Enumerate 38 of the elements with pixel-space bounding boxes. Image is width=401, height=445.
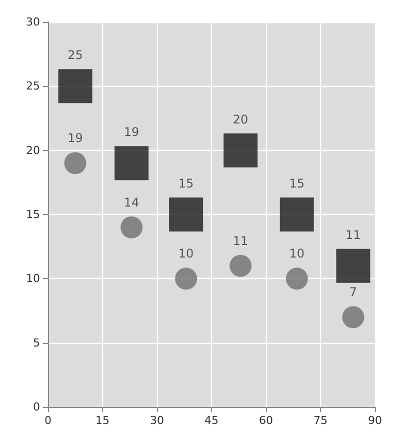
- point: [114, 146, 149, 180]
- data-label: 14: [124, 195, 140, 210]
- data-label: 19: [68, 131, 83, 146]
- point: [224, 133, 258, 168]
- x-tick-label: 60: [259, 414, 273, 427]
- y-tick-label: 15: [26, 208, 40, 221]
- point: [336, 248, 370, 283]
- data-label: 25: [68, 48, 83, 62]
- y-tick-label: 0: [33, 400, 40, 414]
- point: [58, 69, 92, 104]
- point: [342, 306, 364, 328]
- point: [280, 198, 314, 232]
- x-tick-label: 0: [44, 414, 52, 427]
- y-tick-label: 25: [26, 80, 40, 93]
- data-label: 10: [178, 246, 194, 261]
- y-tick-label: 20: [26, 144, 40, 157]
- y-tick-label: 10: [26, 272, 40, 286]
- y-tick-label: 30: [26, 16, 40, 28]
- x-tick-label: 45: [204, 414, 218, 427]
- x-tick-label: 15: [96, 414, 110, 427]
- data-label: 7: [349, 285, 358, 300]
- data-label: 15: [289, 176, 305, 190]
- point: [64, 152, 86, 174]
- data-label: 19: [124, 125, 140, 140]
- y-tick-label: 5: [33, 336, 40, 350]
- data-label: 11: [346, 228, 361, 242]
- point: [286, 268, 308, 290]
- point: [175, 268, 198, 290]
- data-label: 20: [232, 112, 248, 126]
- x-tick-label: 75: [314, 414, 328, 427]
- x-tick-label: 30: [150, 414, 164, 427]
- point: [120, 216, 143, 238]
- point: [230, 254, 252, 277]
- data-label: 15: [178, 176, 194, 190]
- data-label: 11: [232, 234, 248, 248]
- data-label: 10: [289, 246, 305, 261]
- point: [169, 198, 204, 232]
- x-tick-label: 90: [368, 414, 382, 427]
